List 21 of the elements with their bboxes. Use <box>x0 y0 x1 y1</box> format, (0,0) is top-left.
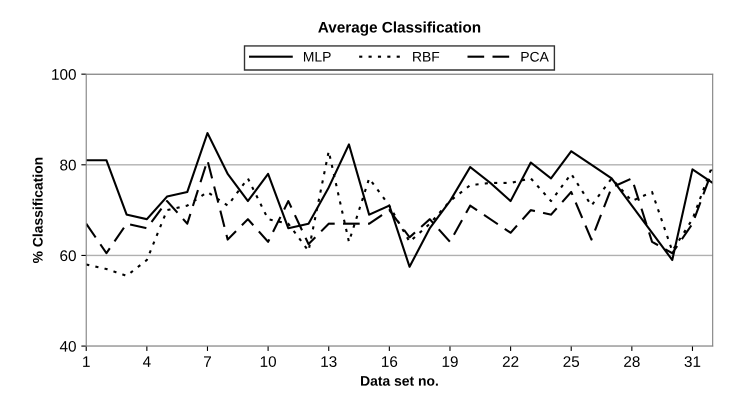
y-tick-label: 80 <box>60 160 76 170</box>
y-tick-label: 100 <box>52 69 76 80</box>
legend-label: PCA <box>521 52 549 62</box>
y-tick-label: 60 <box>60 250 76 262</box>
x-tick-label: 25 <box>563 356 580 368</box>
x-tick-label: 22 <box>502 356 518 367</box>
x-tick-label: 10 <box>260 356 276 368</box>
y-tick-label: 40 <box>60 340 76 352</box>
x-tick-label: 13 <box>321 356 337 368</box>
legend-label: RBF <box>413 52 440 62</box>
legend-label: MLP <box>304 52 331 62</box>
x-tick-label: 19 <box>442 356 458 368</box>
chart-title: Average Classification <box>318 21 480 36</box>
x-tick-label: 1 <box>83 356 90 367</box>
x-axis-title: Data set no. <box>361 376 438 386</box>
x-tick-label: 16 <box>382 356 398 368</box>
x-tick-label: 7 <box>204 356 211 367</box>
x-tick-label: 28 <box>624 356 640 368</box>
x-tick-label: 4 <box>142 356 151 367</box>
x-tick-label: 31 <box>684 356 700 368</box>
y-axis-title: % Classification <box>32 158 43 264</box>
